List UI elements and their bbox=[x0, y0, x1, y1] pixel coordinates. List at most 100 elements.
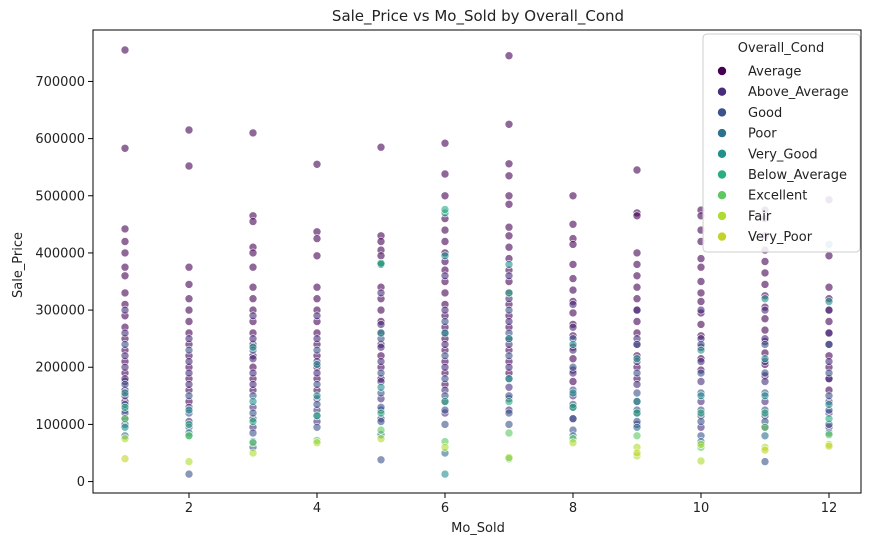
data-point bbox=[376, 251, 386, 261]
data-point bbox=[504, 288, 514, 298]
data-point bbox=[440, 397, 450, 406]
data-point bbox=[120, 434, 130, 444]
data-point bbox=[184, 380, 194, 389]
data-point bbox=[120, 248, 130, 258]
data-point bbox=[504, 351, 514, 361]
y-axis-ticks: 0 100000 200000 300000 400000 500000 600000 700… bbox=[35, 75, 93, 490]
data-point bbox=[760, 457, 770, 466]
plot-frame bbox=[92, 29, 862, 494]
data-point bbox=[440, 138, 450, 148]
data-point bbox=[568, 388, 578, 398]
y-tick-label: 300000 bbox=[35, 304, 85, 319]
data-point bbox=[760, 280, 770, 289]
data-point bbox=[696, 262, 706, 272]
data-point bbox=[120, 45, 130, 55]
data-point bbox=[696, 377, 706, 386]
legend-label: Excellent bbox=[748, 189, 807, 204]
data-point bbox=[184, 305, 194, 315]
data-point bbox=[120, 402, 130, 412]
y-tick-label: 500000 bbox=[35, 189, 85, 204]
data-point bbox=[760, 422, 770, 432]
data-point bbox=[504, 260, 514, 269]
legend-label: Very_Poor bbox=[748, 230, 813, 245]
legend-marker bbox=[717, 231, 727, 242]
y-axis-label: Sale_Price bbox=[11, 232, 26, 298]
data-point bbox=[504, 51, 514, 61]
data-point bbox=[120, 422, 130, 432]
data-point bbox=[632, 354, 642, 364]
data-point bbox=[312, 282, 322, 292]
data-point bbox=[568, 191, 578, 201]
data-point bbox=[440, 169, 450, 179]
data-point bbox=[120, 224, 130, 234]
x-tick-label: 6 bbox=[441, 501, 449, 516]
data-point bbox=[184, 262, 194, 272]
data-point bbox=[376, 357, 386, 366]
data-point bbox=[760, 408, 770, 418]
legend-label: Above_Average bbox=[748, 85, 849, 100]
data-point bbox=[184, 345, 194, 355]
data-point bbox=[568, 274, 578, 283]
y-tick-label: 0 bbox=[77, 475, 85, 490]
x-tick-label: 12 bbox=[821, 501, 838, 516]
data-point bbox=[504, 408, 514, 418]
legend-label: Average bbox=[748, 65, 801, 80]
data-point bbox=[120, 380, 130, 389]
data-point bbox=[248, 408, 258, 418]
data-point bbox=[824, 430, 834, 440]
data-point bbox=[504, 200, 514, 209]
data-point bbox=[632, 294, 642, 304]
x-axis-label: Mo_Sold bbox=[451, 521, 505, 536]
data-point bbox=[312, 380, 322, 389]
data-point bbox=[440, 225, 450, 235]
data-point bbox=[120, 262, 130, 272]
data-point bbox=[120, 288, 130, 298]
data-point bbox=[376, 425, 386, 435]
data-point bbox=[376, 368, 386, 378]
legend-marker bbox=[717, 169, 727, 180]
x-tick-label: 10 bbox=[693, 501, 710, 516]
x-axis-ticks: 2 4 6 8 10 12 bbox=[185, 493, 837, 516]
data-point bbox=[184, 405, 194, 415]
data-point bbox=[440, 328, 450, 338]
data-point bbox=[312, 160, 322, 169]
data-point bbox=[632, 422, 642, 432]
data-point bbox=[120, 388, 130, 398]
data-point bbox=[248, 311, 258, 321]
data-point bbox=[760, 377, 770, 386]
data-point bbox=[760, 325, 770, 335]
data-point bbox=[248, 128, 258, 138]
data-point bbox=[312, 345, 322, 355]
data-point bbox=[312, 251, 322, 261]
data-point bbox=[120, 237, 130, 246]
data-point bbox=[504, 428, 514, 438]
legend-box bbox=[702, 33, 861, 253]
data-point bbox=[504, 374, 514, 384]
data-point bbox=[504, 317, 514, 326]
data-point bbox=[696, 357, 706, 366]
data-point bbox=[568, 438, 578, 448]
data-point bbox=[504, 242, 514, 252]
data-point bbox=[568, 340, 578, 349]
data-point bbox=[760, 391, 770, 401]
data-point bbox=[696, 417, 706, 426]
data-point bbox=[120, 305, 130, 315]
data-point bbox=[824, 305, 834, 315]
data-point bbox=[760, 268, 770, 278]
legend-marker bbox=[717, 107, 727, 118]
data-point bbox=[248, 438, 258, 448]
data-point bbox=[504, 231, 514, 241]
data-point bbox=[504, 420, 514, 429]
y-tick-label: 400000 bbox=[35, 246, 85, 261]
data-point bbox=[120, 328, 130, 338]
data-point bbox=[312, 422, 322, 432]
data-point bbox=[696, 345, 706, 355]
data-point bbox=[568, 308, 578, 318]
legend-marker bbox=[717, 128, 727, 138]
x-tick-label: 4 bbox=[313, 501, 321, 516]
data-point bbox=[504, 271, 514, 281]
data-point bbox=[504, 171, 514, 181]
data-point bbox=[760, 340, 770, 349]
data-point bbox=[184, 469, 194, 479]
data-point bbox=[376, 305, 386, 315]
